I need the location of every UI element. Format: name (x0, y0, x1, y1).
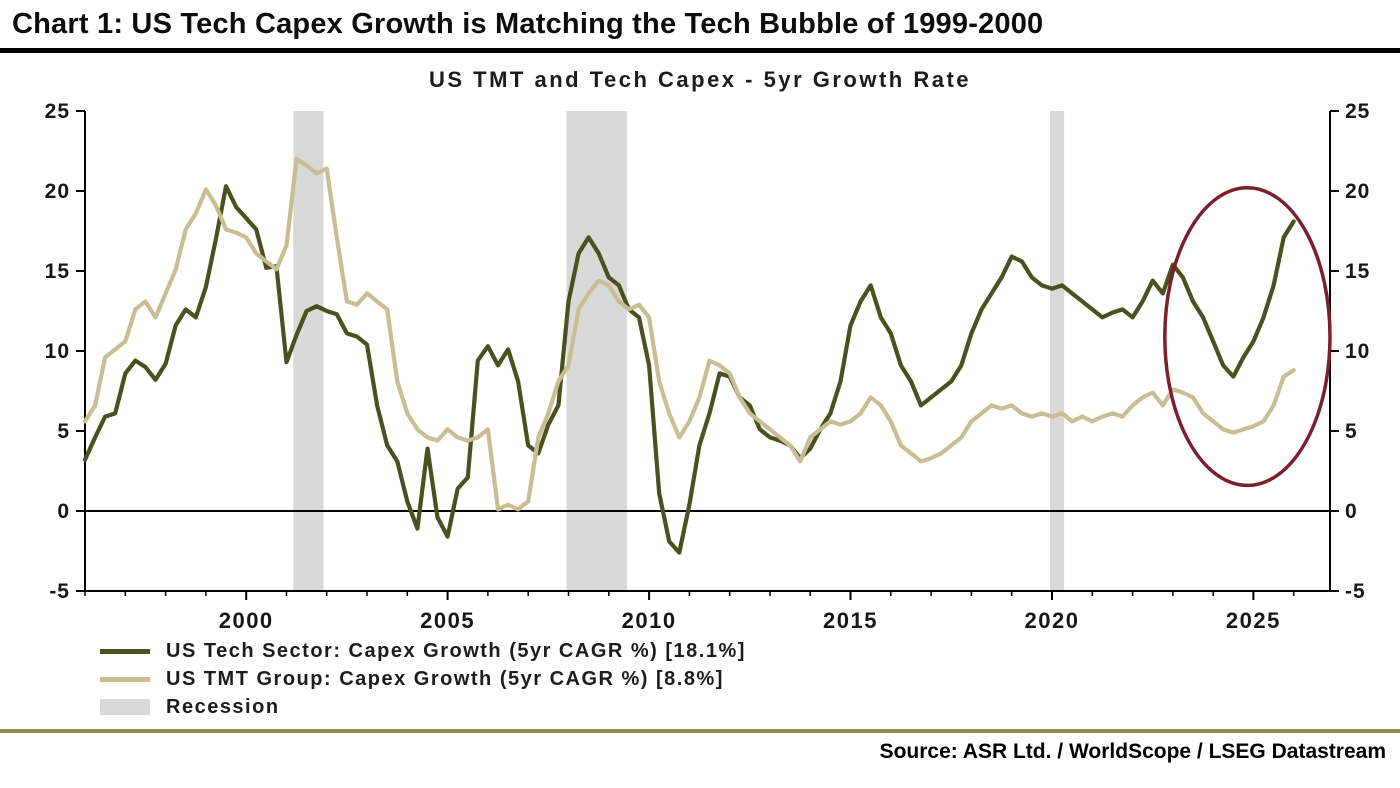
svg-text:2025: 2025 (1226, 608, 1281, 633)
header-rule (0, 48, 1400, 53)
svg-text:2015: 2015 (823, 608, 878, 633)
header: Chart 1: US Tech Capex Growth is Matchin… (0, 0, 1400, 41)
svg-text:5: 5 (57, 420, 70, 443)
svg-text:2005: 2005 (420, 608, 475, 633)
svg-text:10: 10 (45, 340, 70, 363)
page-title: Chart 1: US Tech Capex Growth is Matchin… (12, 8, 1044, 40)
svg-text:0: 0 (57, 500, 70, 523)
footer-rule (0, 729, 1400, 733)
svg-text:20: 20 (1345, 180, 1370, 203)
svg-text:2020: 2020 (1025, 608, 1080, 633)
recession-label: Recession (166, 695, 280, 718)
footer: Source: ASR Ltd. / WorldScope / LSEG Dat… (0, 729, 1400, 764)
svg-text:25: 25 (45, 100, 70, 123)
capex-chart: -5 -5 0 0 5 5 10 10 15 15 20 20 25 25 2000 2005 2010 2015… (0, 95, 1400, 635)
legend-item-tech-sector: US Tech Sector: Capex Growth (5yr CAGR %… (100, 637, 1400, 665)
legend-item-tmt-group: US TMT Group: Capex Growth (5yr CAGR %) … (100, 665, 1400, 693)
svg-text:2010: 2010 (622, 608, 677, 633)
tech-series-label: US Tech Sector: Capex Growth (5yr CAGR %… (166, 639, 746, 662)
tech-series-swatch (100, 648, 150, 654)
svg-text:-5: -5 (49, 580, 70, 603)
svg-text:25: 25 (1345, 100, 1370, 123)
svg-text:10: 10 (1345, 340, 1370, 363)
chart-subtitle: US TMT and Tech Capex - 5yr Growth Rate (428, 67, 972, 92)
source-text: Source: ASR Ltd. / WorldScope / LSEG Dat… (879, 740, 1386, 763)
svg-text:-5: -5 (1345, 580, 1366, 603)
svg-text:15: 15 (45, 260, 70, 283)
svg-text:5: 5 (1345, 420, 1358, 443)
legend-item-recession: Recession (100, 693, 1400, 721)
page-root: Chart 1: US Tech Capex Growth is Matchin… (0, 0, 1400, 764)
tmt-series-label: US TMT Group: Capex Growth (5yr CAGR %) … (166, 667, 724, 690)
recession-swatch (100, 699, 150, 715)
svg-text:20: 20 (45, 180, 70, 203)
svg-text:2000: 2000 (219, 608, 274, 633)
tmt-series-swatch (100, 676, 150, 682)
svg-text:15: 15 (1345, 260, 1370, 283)
legend: US Tech Sector: Capex Growth (5yr CAGR %… (100, 637, 1400, 721)
svg-text:0: 0 (1345, 500, 1358, 523)
